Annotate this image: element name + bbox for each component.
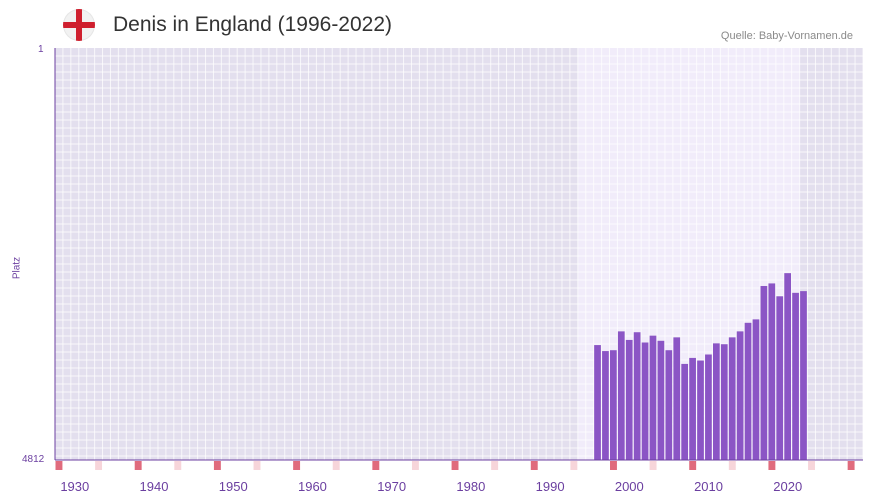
bar-2016 [752, 319, 760, 460]
bar-2021 [792, 292, 799, 460]
half-decade-marker-1983 [491, 461, 499, 470]
half-decade-marker-1953 [253, 461, 261, 470]
x-tick-label-1960: 1960 [298, 479, 327, 494]
bar-2004 [657, 340, 665, 460]
decade-marker-1928 [55, 461, 63, 470]
england-flag-icon [63, 9, 95, 41]
chart-title: Denis in England (1996-2022) [113, 13, 393, 36]
x-tick-label-1930: 1930 [60, 479, 89, 494]
half-decade-marker-2023 [808, 461, 815, 470]
x-tick-label-1970: 1970 [377, 479, 406, 494]
bar-2011 [712, 343, 720, 460]
bar-2002 [641, 342, 649, 460]
half-decade-marker-1973 [411, 461, 419, 470]
bar-2003 [649, 335, 657, 460]
half-decade-marker-2003 [649, 461, 657, 470]
bar-2001 [633, 332, 641, 460]
source-credit: Quelle: Baby-Vornamen.de [720, 30, 853, 42]
decade-marker-1998 [610, 461, 617, 470]
decade-marker-1958 [293, 461, 301, 470]
bar-1999 [617, 331, 625, 460]
half-decade-marker-1993 [570, 461, 578, 470]
bar-1996 [594, 345, 601, 460]
half-decade-marker-2013 [728, 461, 736, 470]
bar-2019 [776, 296, 784, 460]
bar-2005 [665, 350, 673, 460]
bar-2013 [728, 337, 736, 460]
bar-2015 [744, 322, 752, 460]
bar-2012 [720, 344, 728, 460]
bar-2006 [673, 337, 681, 460]
half-decade-marker-1943 [174, 461, 182, 470]
bar-2009 [697, 360, 704, 460]
y-tick-top: 1 [38, 44, 44, 55]
decade-marker-1988 [530, 461, 538, 470]
x-tick-label-2010: 2010 [694, 479, 723, 494]
decade-marker-1978 [451, 461, 459, 470]
bar-2007 [681, 363, 689, 460]
x-tick-label-2020: 2020 [773, 479, 802, 494]
bar-1998 [610, 350, 617, 460]
decade-marker-1938 [134, 461, 142, 470]
bar-2018 [768, 283, 776, 460]
x-tick-label-1980: 1980 [456, 479, 485, 494]
decade-marker-2028 [847, 461, 855, 470]
bar-2010 [705, 354, 712, 460]
bar-1997 [602, 351, 609, 460]
bar-2017 [760, 285, 768, 460]
x-tick-label-2000: 2000 [615, 479, 644, 494]
bar-2020 [784, 273, 792, 460]
bar-2008 [689, 357, 696, 460]
bar-2000 [625, 339, 633, 460]
x-tick-label-1950: 1950 [219, 479, 248, 494]
decade-marker-2018 [768, 461, 776, 470]
x-tick-label-1940: 1940 [140, 479, 169, 494]
half-decade-marker-1933 [95, 461, 103, 470]
decade-marker-2008 [689, 461, 697, 470]
bar-2022 [800, 291, 807, 460]
half-decade-marker-1963 [332, 461, 340, 470]
x-tick-label-1990: 1990 [536, 479, 565, 494]
decade-marker-1948 [213, 461, 221, 470]
decade-marker-1968 [372, 461, 380, 470]
chart-header: Denis in England (1996-2022) Quelle: Bab… [0, 0, 873, 50]
grid-lines [54, 48, 864, 460]
y-tick-bottom: 4812 [22, 454, 45, 465]
bar-2014 [736, 331, 744, 460]
